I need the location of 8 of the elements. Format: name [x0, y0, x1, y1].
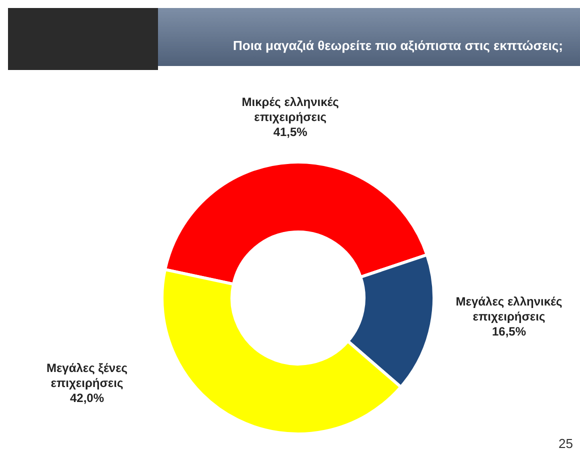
slice-label: Μεγάλες ξένες επιχειρήσεις: [46, 361, 128, 390]
data-label: 16,5%: [492, 324, 526, 338]
text: 25: [558, 436, 573, 450]
data-label: 41,5%: [273, 125, 308, 139]
slice-label: Μικρές ελληνικές επιχειρήσεις: [242, 95, 339, 124]
data-label: 42,0%: [70, 391, 104, 406]
chart-title: Ποια μαγαζιά θεωρείτε πιο αξιόπιστα στις εκπτώσεις;: [232, 38, 563, 53]
slice-label: Μεγάλες ελληνικές επιχειρήσεις: [456, 294, 562, 324]
